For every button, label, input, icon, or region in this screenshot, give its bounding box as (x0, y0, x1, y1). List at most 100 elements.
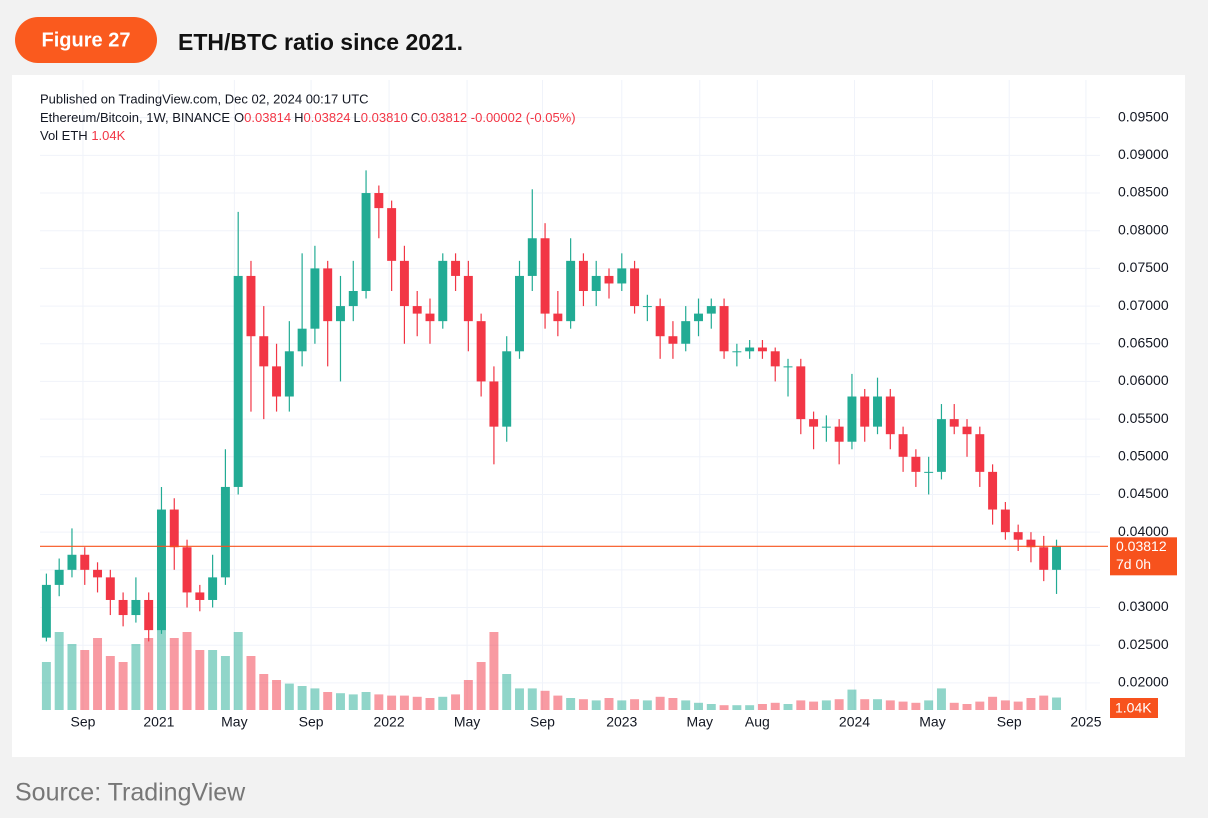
candle-body (783, 366, 793, 368)
candle-body (54, 569, 64, 585)
candle-body (962, 426, 972, 435)
volume-bar (1039, 695, 1049, 710)
volume-bar (975, 701, 985, 710)
volume-bar (681, 700, 691, 710)
volume-bar (783, 704, 793, 710)
volume-bar (809, 701, 819, 710)
volume-bar (630, 699, 640, 710)
badge (15, 17, 157, 63)
badge-text: Figure 27 (42, 29, 131, 51)
x-tick-label: Sep (299, 714, 324, 730)
volume-bar (438, 696, 448, 710)
volume-bar (208, 650, 218, 710)
volume-bar (591, 700, 601, 710)
candle-body (694, 313, 703, 322)
volume-bar (642, 700, 652, 710)
price-label: 0.03812 (1116, 538, 1167, 554)
candle-body (463, 275, 473, 322)
candle-body (719, 306, 729, 352)
x-tick-label: 2023 (606, 714, 637, 730)
candle-body (438, 260, 448, 322)
candle-body (732, 351, 742, 353)
volume-bar (54, 632, 64, 710)
x-tick-label: Sep (530, 714, 555, 730)
candle-body (911, 456, 921, 472)
volume-bar (67, 644, 77, 710)
volume-title: Vol ETH (40, 128, 88, 143)
candle-body (1026, 539, 1036, 548)
volume-bar (105, 656, 115, 710)
candle-body (566, 260, 576, 322)
volume-bar (706, 704, 716, 710)
volume-bar (719, 705, 729, 710)
candle-body (284, 351, 294, 397)
volume-bar (1013, 701, 1023, 710)
candle-body (1039, 547, 1049, 570)
ohlc-value: 0.03814 (244, 110, 291, 125)
legend-line: Ethereum/Bitcoin, 1W, BINANCE O0.03814 H0.… (40, 110, 576, 125)
candle-body (195, 592, 205, 600)
volume-bar (323, 692, 333, 710)
volume-bar (694, 702, 703, 710)
candle-body (412, 306, 422, 314)
volume-bar (924, 700, 934, 710)
y-tick-label: 0.07000 (1118, 297, 1169, 313)
price-label-box (1110, 537, 1177, 576)
volume-bar (220, 656, 230, 710)
volume-bar (898, 701, 908, 710)
y-tick-label: 0.03000 (1118, 598, 1169, 614)
y-tick-label: 0.04000 (1118, 523, 1169, 539)
candle-body (208, 577, 218, 600)
y-tick-label: 0.02000 (1118, 674, 1169, 690)
volume-label-box (1110, 698, 1158, 718)
candle-body (156, 509, 166, 631)
volume-bar (732, 705, 742, 710)
y-tick-label: 0.06000 (1118, 372, 1169, 388)
volume-bar (668, 698, 678, 710)
volume-bar (1026, 698, 1036, 710)
volume-bar (169, 638, 179, 710)
candle-body (885, 396, 895, 435)
candle-body (476, 321, 486, 382)
volume-bar (374, 694, 384, 710)
x-tick-label: 2021 (143, 714, 174, 730)
volume-pane (41, 620, 1062, 710)
candles (41, 170, 1062, 642)
candle-body (399, 260, 409, 307)
volume-bar (604, 698, 614, 710)
volume-bar (489, 632, 499, 710)
x-tick-label: May (687, 714, 713, 730)
x-tick-label: Sep (997, 714, 1022, 730)
volume-bar (885, 700, 895, 710)
candle-body (220, 486, 230, 578)
candle-body (297, 328, 307, 352)
x-tick-label: 2024 (839, 714, 870, 730)
volume-bar (1052, 697, 1062, 710)
candle-body (630, 268, 640, 307)
candle-body (374, 193, 384, 209)
volume-bar (540, 690, 550, 710)
ohlc: O0.03814 H0.03824 L0.03810 C0.03812 (234, 110, 467, 125)
candle-body (144, 599, 154, 631)
volume-bar (745, 705, 755, 710)
volume-legend: Vol ETH 1.04K (40, 128, 126, 143)
candle-body (527, 238, 537, 276)
source: Source: TradingView (15, 779, 246, 807)
volume-bar (502, 674, 512, 710)
candle-body (617, 268, 627, 284)
candle-body (681, 321, 691, 344)
volume-bar (1000, 700, 1010, 710)
candle-body (515, 275, 524, 352)
y-tick-label: 0.09500 (1118, 108, 1169, 124)
x-tick-label: Sep (71, 714, 96, 730)
candle-body (924, 471, 934, 473)
volume-bar (847, 689, 857, 710)
candle-body (796, 366, 806, 420)
volume-bar (284, 683, 294, 710)
candle-body (1000, 509, 1010, 533)
volume-bar (655, 696, 665, 710)
candle-body (847, 396, 857, 442)
y-tick-label: 0.08000 (1118, 221, 1169, 237)
volume-bar (131, 644, 141, 710)
x-tick-label: May (221, 714, 247, 730)
